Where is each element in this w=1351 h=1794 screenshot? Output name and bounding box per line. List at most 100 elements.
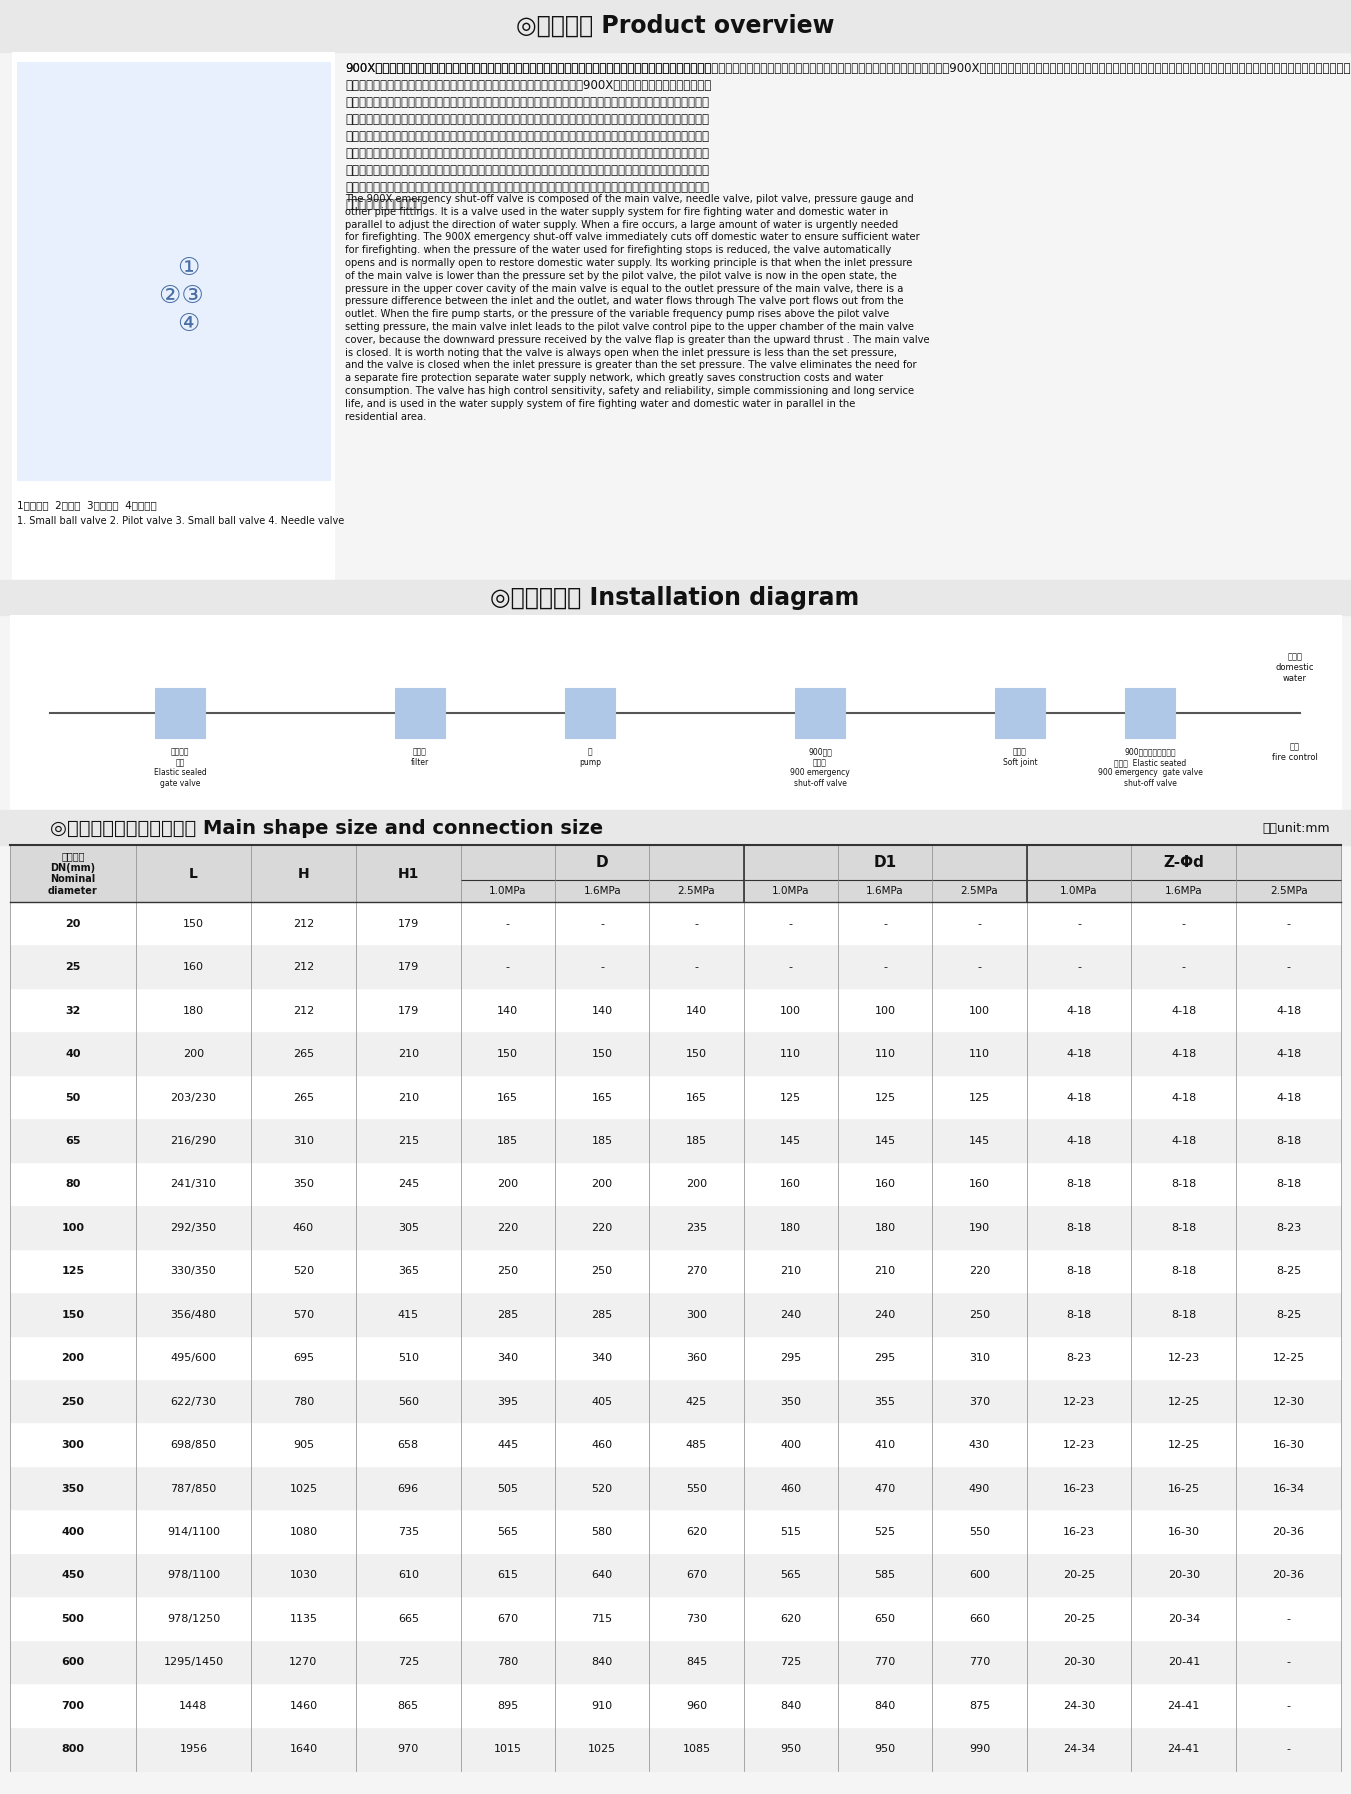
Text: 8-18: 8-18 — [1171, 1267, 1197, 1276]
Text: 210: 210 — [874, 1267, 896, 1276]
Text: 210: 210 — [781, 1267, 801, 1276]
Text: 100: 100 — [61, 1224, 84, 1232]
Bar — [355, 1163, 461, 1206]
Text: 615: 615 — [497, 1570, 519, 1581]
Text: 580: 580 — [592, 1527, 613, 1537]
Bar — [9, 1206, 135, 1250]
Bar — [251, 1380, 355, 1423]
Bar — [461, 1032, 555, 1076]
Text: 200: 200 — [182, 1049, 204, 1058]
Text: 12-23: 12-23 — [1063, 1398, 1096, 1406]
Bar — [251, 1076, 355, 1119]
Text: 585: 585 — [874, 1570, 896, 1581]
Bar — [1131, 1380, 1236, 1423]
Bar — [1131, 1337, 1236, 1380]
Bar — [1131, 1163, 1236, 1206]
Bar — [1027, 1642, 1131, 1685]
Text: 1956: 1956 — [180, 1744, 208, 1755]
Bar — [1027, 1467, 1131, 1511]
Text: 410: 410 — [874, 1441, 896, 1450]
Text: 125: 125 — [969, 1093, 990, 1103]
Bar — [251, 1293, 355, 1337]
Bar — [838, 1597, 932, 1642]
Text: 550: 550 — [969, 1527, 990, 1537]
Bar — [838, 1642, 932, 1685]
Text: 生活水
domestic
water: 生活水 domestic water — [1275, 653, 1315, 682]
Bar — [650, 1032, 743, 1076]
Bar — [12, 52, 335, 579]
Bar — [1131, 1250, 1236, 1293]
Bar — [650, 902, 743, 945]
Bar — [461, 945, 555, 988]
Bar — [355, 1119, 461, 1163]
Bar — [650, 1554, 743, 1597]
Text: 570: 570 — [293, 1310, 313, 1320]
Text: 490: 490 — [969, 1484, 990, 1494]
Bar — [555, 988, 650, 1032]
Bar — [838, 1685, 932, 1728]
Bar — [1236, 1076, 1342, 1119]
Text: 295: 295 — [874, 1353, 896, 1363]
Bar — [9, 1250, 135, 1293]
Text: -: - — [694, 919, 698, 929]
Text: 470: 470 — [874, 1484, 896, 1494]
Bar — [1236, 1293, 1342, 1337]
Bar — [1027, 1554, 1131, 1597]
Text: 400: 400 — [61, 1527, 85, 1537]
Text: -: - — [1286, 919, 1290, 929]
Text: 215: 215 — [397, 1136, 419, 1146]
Bar — [932, 1250, 1027, 1293]
Text: ◎产品概述 Product overview: ◎产品概述 Product overview — [516, 14, 835, 38]
Bar — [555, 945, 650, 988]
Text: 32: 32 — [65, 1006, 81, 1015]
Text: 单位unit:mm: 单位unit:mm — [1262, 822, 1329, 834]
Bar — [743, 1423, 838, 1467]
Bar — [9, 615, 1342, 811]
Bar — [461, 1423, 555, 1467]
Bar — [1027, 1380, 1131, 1423]
Bar — [1131, 945, 1236, 988]
Text: 696: 696 — [397, 1484, 419, 1494]
Bar — [1236, 1467, 1342, 1511]
Bar — [355, 902, 461, 945]
Bar — [1236, 988, 1342, 1032]
Text: 990: 990 — [969, 1744, 990, 1755]
Text: 620: 620 — [686, 1527, 707, 1537]
Text: 8-18: 8-18 — [1171, 1224, 1197, 1232]
Bar — [0, 579, 1351, 615]
Text: 356/480: 356/480 — [170, 1310, 216, 1320]
Text: 公称通径
DN(mm)
Nominal
diameter: 公称通径 DN(mm) Nominal diameter — [49, 850, 97, 895]
Bar — [1131, 1032, 1236, 1076]
Text: 270: 270 — [686, 1267, 707, 1276]
Text: 4-18: 4-18 — [1066, 1049, 1092, 1058]
Bar — [555, 1337, 650, 1380]
Text: 40: 40 — [65, 1049, 81, 1058]
Text: 4-18: 4-18 — [1066, 1136, 1092, 1146]
Bar — [1027, 988, 1131, 1032]
Text: 875: 875 — [969, 1701, 990, 1711]
Bar — [9, 1728, 135, 1771]
Bar — [555, 1467, 650, 1511]
Text: 140: 140 — [592, 1006, 613, 1015]
Bar — [1131, 1206, 1236, 1250]
Bar — [251, 1467, 355, 1511]
Text: 425: 425 — [686, 1398, 707, 1406]
Bar — [1131, 1597, 1236, 1642]
Text: 16-34: 16-34 — [1273, 1484, 1305, 1494]
Text: 150: 150 — [592, 1049, 612, 1058]
Bar — [135, 1467, 251, 1511]
Text: 914/1100: 914/1100 — [168, 1527, 220, 1537]
Bar — [1236, 1511, 1342, 1554]
Bar — [251, 1337, 355, 1380]
Text: 160: 160 — [781, 1179, 801, 1189]
Bar — [461, 1642, 555, 1685]
Text: 350: 350 — [781, 1398, 801, 1406]
Bar — [0, 0, 1351, 52]
Bar — [9, 1597, 135, 1642]
Bar — [1027, 1032, 1131, 1076]
Bar — [838, 945, 932, 988]
Text: -: - — [1286, 1658, 1290, 1667]
Text: 700: 700 — [61, 1701, 84, 1711]
Text: 950: 950 — [874, 1744, 896, 1755]
Bar — [743, 1554, 838, 1597]
